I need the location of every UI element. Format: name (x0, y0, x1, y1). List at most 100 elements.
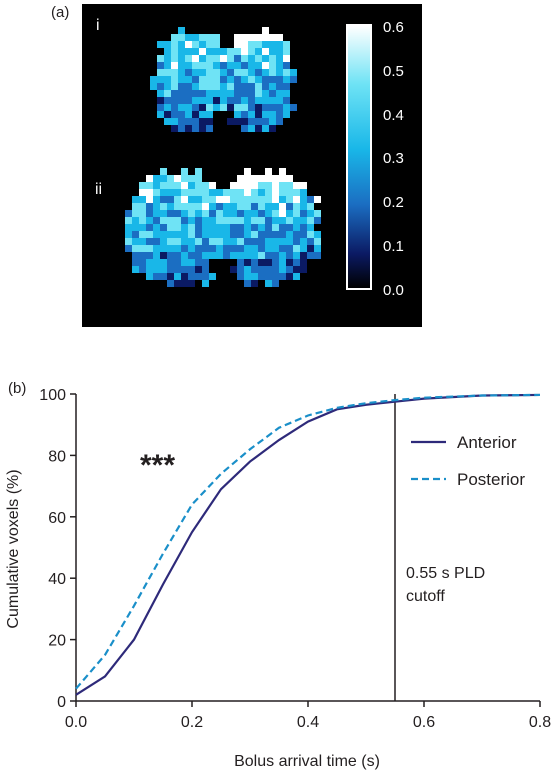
voxel (262, 90, 269, 97)
voxel (279, 273, 286, 280)
voxel (227, 118, 234, 125)
voxel (244, 210, 251, 217)
voxel (248, 55, 255, 62)
voxel (251, 231, 258, 238)
voxel (290, 69, 297, 76)
voxel (199, 111, 206, 118)
voxel (185, 76, 192, 83)
voxel (157, 104, 164, 111)
voxel (276, 69, 283, 76)
voxel (209, 210, 216, 217)
voxel (265, 245, 272, 252)
voxel (227, 104, 234, 111)
voxel (251, 224, 258, 231)
voxel (199, 62, 206, 69)
voxel (195, 259, 202, 266)
voxel (255, 34, 262, 41)
voxel (279, 259, 286, 266)
voxel (234, 76, 241, 83)
y-tick-label: 80 (48, 448, 66, 465)
voxel (216, 203, 223, 210)
voxel (171, 118, 178, 125)
voxel (174, 259, 181, 266)
voxel (139, 266, 146, 273)
voxel (279, 217, 286, 224)
voxel (272, 245, 279, 252)
voxel (185, 111, 192, 118)
voxel (167, 231, 174, 238)
voxel (286, 252, 293, 259)
voxel (234, 48, 241, 55)
voxel (272, 266, 279, 273)
voxel (300, 203, 307, 210)
voxel (139, 196, 146, 203)
voxel (220, 76, 227, 83)
voxel (241, 48, 248, 55)
voxel (262, 118, 269, 125)
voxel (293, 259, 300, 266)
voxel (234, 55, 241, 62)
voxel (283, 62, 290, 69)
slice-label-i: i (96, 17, 100, 34)
voxel (300, 217, 307, 224)
voxel (283, 69, 290, 76)
voxel (199, 76, 206, 83)
voxel (174, 175, 181, 182)
voxel (157, 97, 164, 104)
voxel (269, 76, 276, 83)
voxel (153, 210, 160, 217)
voxel (195, 266, 202, 273)
voxel (286, 245, 293, 252)
voxel (276, 90, 283, 97)
voxel (262, 48, 269, 55)
voxel (255, 55, 262, 62)
voxel (223, 245, 230, 252)
voxel (258, 245, 265, 252)
voxel (188, 231, 195, 238)
voxel (286, 266, 293, 273)
voxel (188, 245, 195, 252)
voxel (185, 41, 192, 48)
voxel (283, 55, 290, 62)
voxel (237, 224, 244, 231)
voxel (167, 210, 174, 217)
voxel (181, 280, 188, 287)
voxel (195, 189, 202, 196)
voxel (216, 231, 223, 238)
voxel (241, 55, 248, 62)
voxel (279, 245, 286, 252)
voxel (286, 196, 293, 203)
voxel (174, 252, 181, 259)
voxel (241, 34, 248, 41)
voxel (188, 259, 195, 266)
voxel (262, 83, 269, 90)
colorbar-tick: 0.5 (383, 63, 404, 80)
x-axis-label: Bolus arrival time (s) (234, 753, 380, 770)
voxel (269, 125, 276, 132)
voxel (206, 97, 213, 104)
voxel (216, 224, 223, 231)
voxel (258, 203, 265, 210)
voxel (262, 97, 269, 104)
voxel (244, 196, 251, 203)
voxel (132, 217, 139, 224)
voxel (258, 189, 265, 196)
voxel (164, 55, 171, 62)
voxel (174, 203, 181, 210)
voxel (220, 62, 227, 69)
voxel (192, 104, 199, 111)
voxel (206, 90, 213, 97)
voxel (265, 175, 272, 182)
voxel (174, 224, 181, 231)
voxel (279, 238, 286, 245)
voxel (248, 34, 255, 41)
voxel (181, 175, 188, 182)
voxel (188, 266, 195, 273)
voxel (314, 196, 321, 203)
voxel (188, 189, 195, 196)
voxel (300, 266, 307, 273)
voxel (167, 189, 174, 196)
voxel (293, 203, 300, 210)
voxel (209, 182, 216, 189)
voxel (265, 273, 272, 280)
